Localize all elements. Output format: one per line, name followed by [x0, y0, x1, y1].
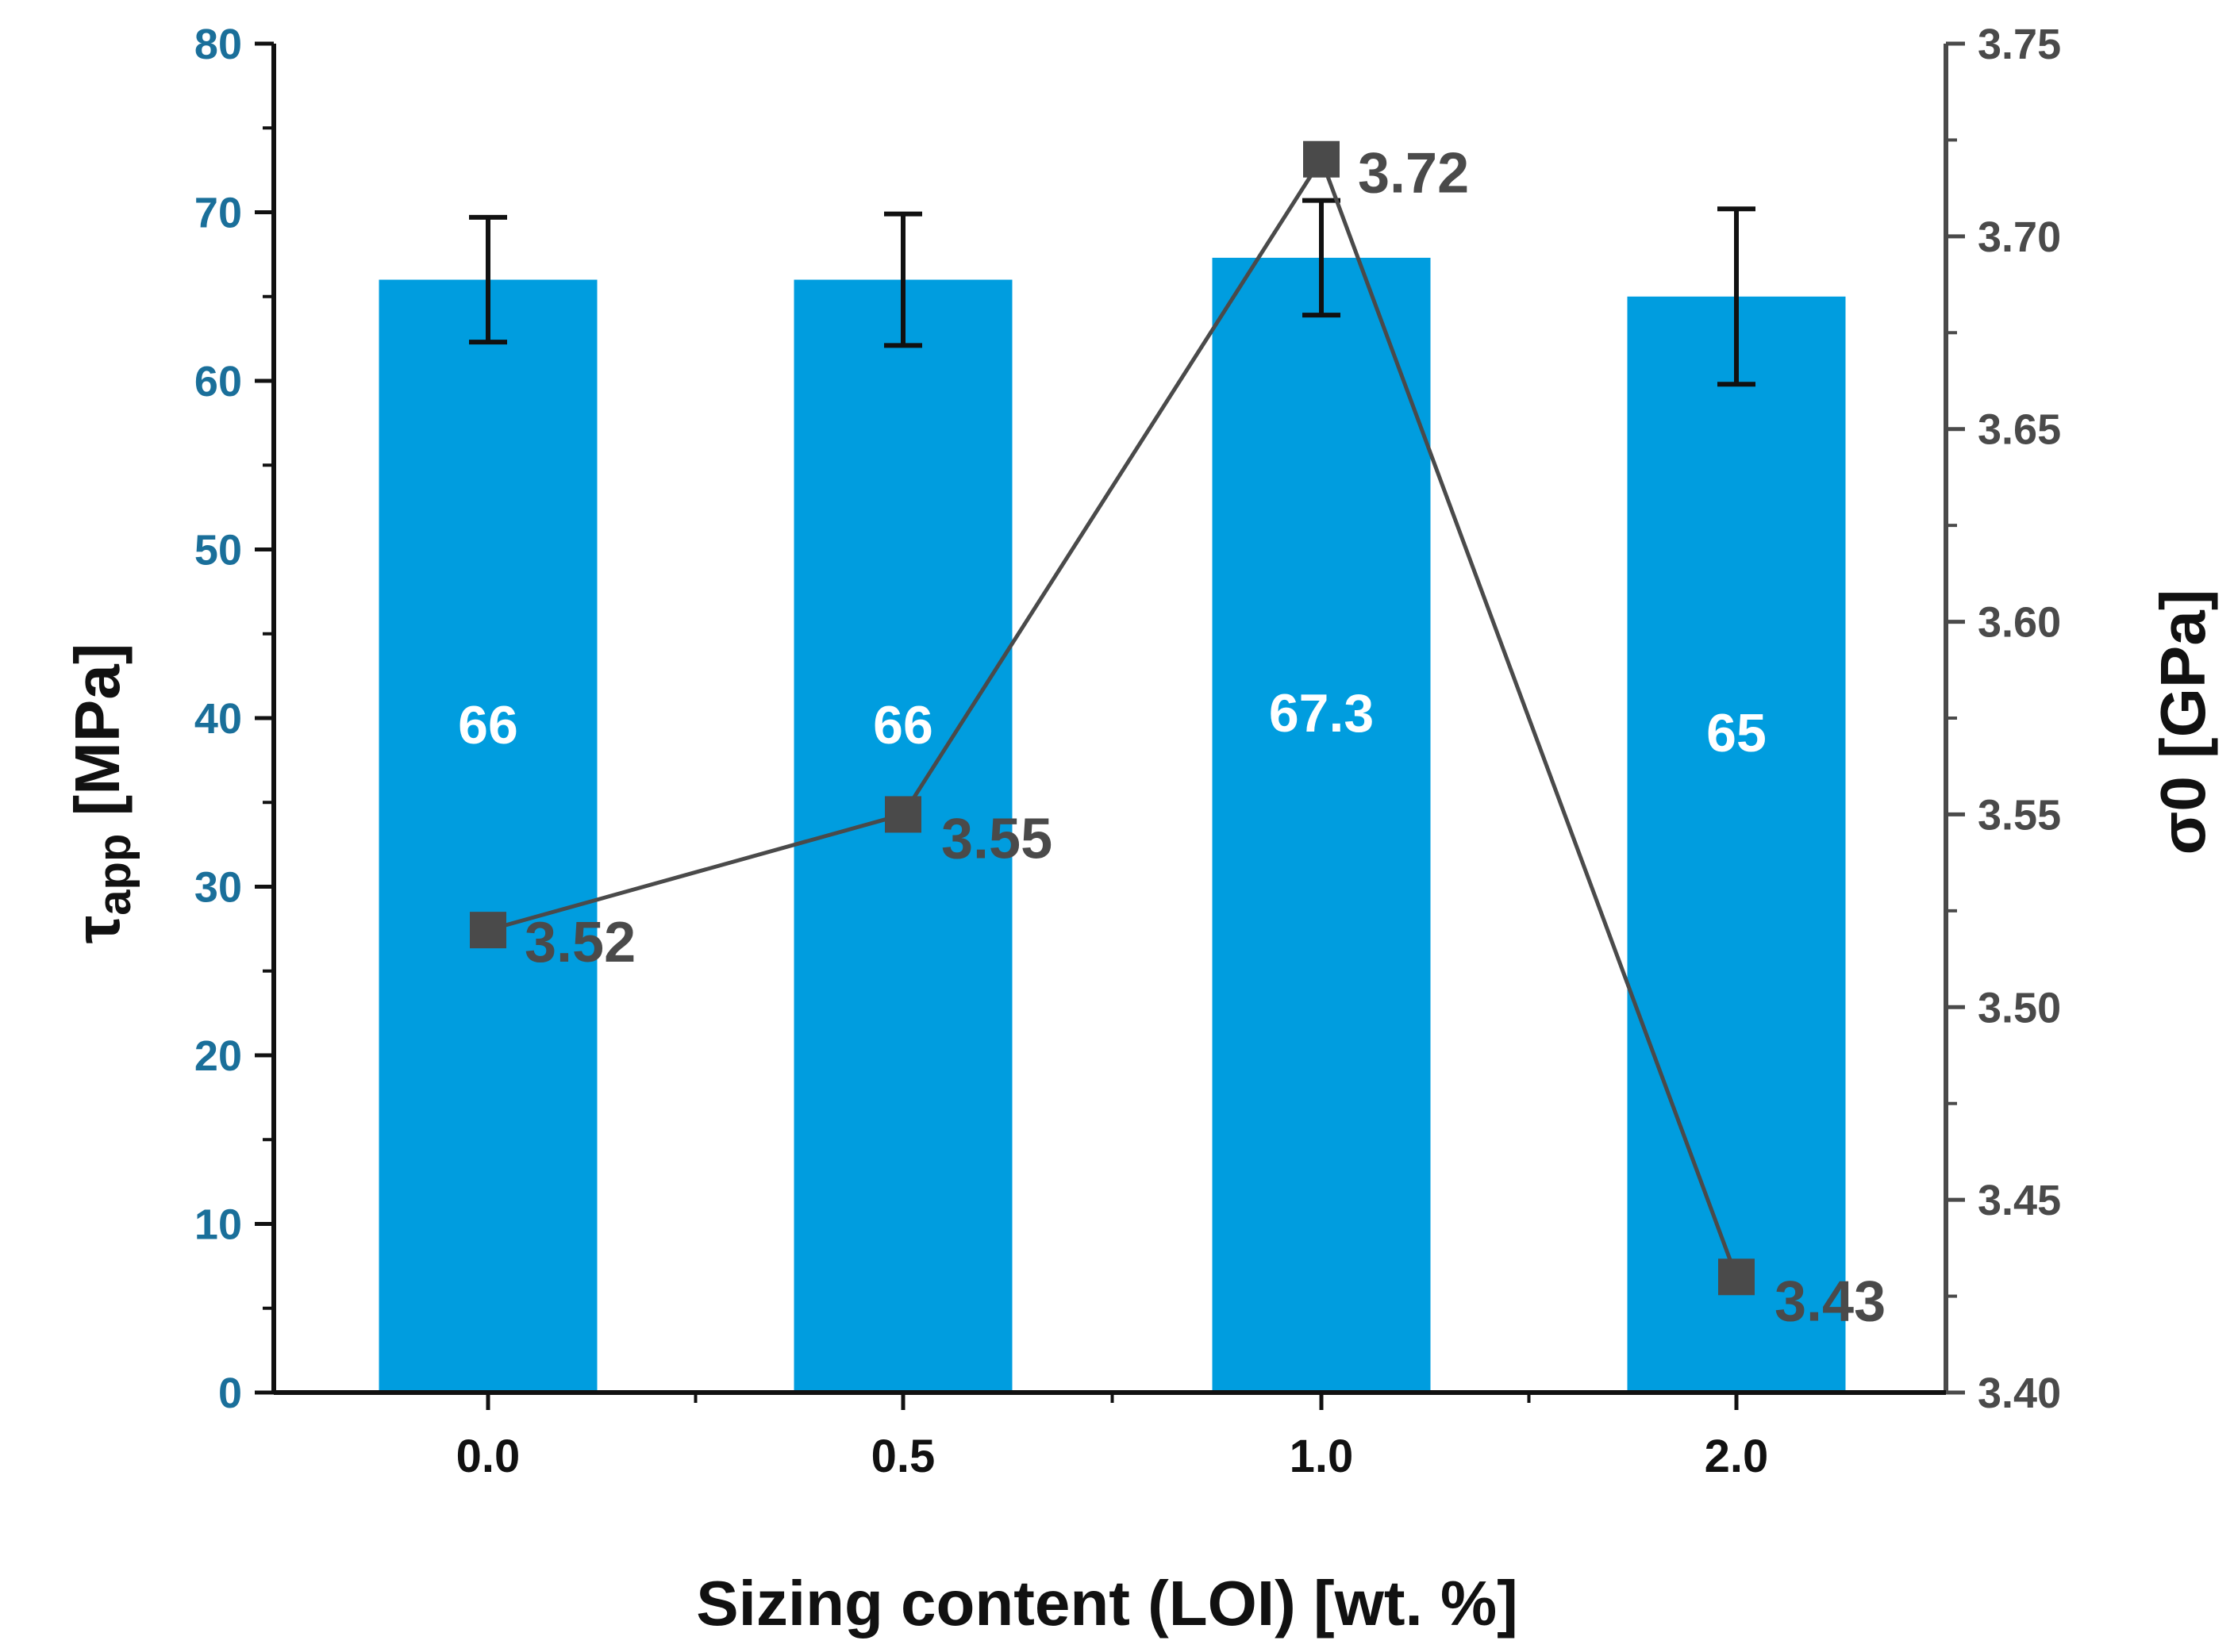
y-right-tick-label-3.65: 3.65 — [1978, 406, 2061, 454]
y-left-tick-label-80: 80 — [194, 21, 242, 68]
y-right-tick-label-3.55: 3.55 — [1978, 791, 2061, 839]
x-axis-title: Sizing content (LOI) [wt. %] — [696, 1568, 1517, 1639]
y-left-tick-label-20: 20 — [194, 1032, 242, 1080]
bar-2.0 — [1627, 296, 1846, 1393]
y-left-tick-label-60: 60 — [194, 358, 242, 405]
x-tick-label-0.0: 0.0 — [456, 1431, 521, 1482]
sigma0-line — [487, 155, 1739, 1278]
y-right-tick-label-3.40: 3.40 — [1978, 1370, 2061, 1417]
y-right-tick-label-3.60: 3.60 — [1978, 599, 2061, 647]
axes-group: 0 10 20 30 40 50 60 70 80 3.40 3.45 3.50 3.55 3.60 3.6… — [194, 21, 2061, 1482]
bar-group — [379, 257, 1846, 1393]
data-label-group: 66 66 67.3 65 3.52 3.55 3.72 3.43 — [458, 142, 1886, 1334]
y-left-axis-title: τapp [MPa] — [62, 644, 140, 944]
sigma0-value-label-0.0: 3.52 — [525, 911, 636, 974]
y-left-tick-label-30: 30 — [194, 864, 242, 912]
y-left-tick-label-10: 10 — [194, 1201, 242, 1249]
y-right-axis-title: σ0 [GPa] — [2147, 590, 2218, 855]
line-series-group — [470, 140, 1755, 1296]
sigma0-marker-1.0 — [1303, 140, 1340, 178]
y-right-tick-label-3.70: 3.70 — [1978, 213, 2061, 261]
error-bar-group — [469, 198, 1755, 387]
bar-0.0 — [379, 279, 598, 1393]
sigma0-value-label-1.0: 3.72 — [1358, 142, 1469, 206]
sigma0-marker-0.5 — [885, 796, 921, 833]
sigma0-value-label-0.5: 3.55 — [941, 807, 1052, 870]
x-tick-label-1.0: 1.0 — [1290, 1431, 1354, 1482]
y-left-tick-label-70: 70 — [194, 190, 242, 237]
y-left-tick-label-0: 0 — [218, 1370, 242, 1417]
sigma0-marker-2.0 — [1718, 1258, 1755, 1296]
bar-value-label-1.0: 67.3 — [1269, 683, 1374, 743]
bar-value-label-2.0: 65 — [1706, 703, 1767, 763]
bar-1.0 — [1212, 257, 1431, 1393]
bar-value-label-0.0: 66 — [458, 695, 518, 755]
y-right-tick-label-3.50: 3.50 — [1978, 984, 2061, 1032]
sigma0-marker-0.0 — [470, 912, 506, 949]
y-left-tick-label-40: 40 — [194, 695, 242, 743]
bar-value-label-0.5: 66 — [873, 695, 933, 755]
y-right-tick-label-3.75: 3.75 — [1978, 21, 2061, 68]
y-left-tick-label-50: 50 — [194, 527, 242, 574]
x-tick-label-0.5: 0.5 — [871, 1431, 936, 1482]
sigma0-value-label-2.0: 3.43 — [1775, 1270, 1886, 1333]
x-tick-label-2.0: 2.0 — [1705, 1431, 1769, 1482]
y-right-tick-label-3.45: 3.45 — [1978, 1177, 2061, 1224]
